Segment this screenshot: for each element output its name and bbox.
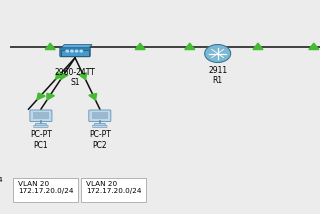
Text: 4: 4: [0, 177, 2, 183]
Polygon shape: [45, 43, 55, 50]
FancyBboxPatch shape: [95, 123, 105, 126]
Text: VLAN 20
172.17.20.0/24: VLAN 20 172.17.20.0/24: [18, 181, 73, 195]
Polygon shape: [79, 73, 87, 80]
Text: VLAN 20
172.17.20.0/24: VLAN 20 172.17.20.0/24: [86, 181, 141, 195]
FancyBboxPatch shape: [33, 112, 49, 119]
Polygon shape: [61, 45, 92, 48]
Polygon shape: [185, 43, 195, 50]
Circle shape: [71, 50, 73, 52]
Text: PC-PT
PC2: PC-PT PC2: [89, 130, 111, 150]
Polygon shape: [56, 73, 64, 79]
Circle shape: [66, 50, 68, 52]
Polygon shape: [37, 93, 45, 100]
Circle shape: [205, 45, 231, 62]
Polygon shape: [89, 94, 97, 100]
FancyBboxPatch shape: [36, 123, 46, 126]
Text: 2960-24TT
S1: 2960-24TT S1: [55, 68, 95, 88]
FancyBboxPatch shape: [92, 112, 108, 119]
Text: PC-PT
PC1: PC-PT PC1: [30, 130, 52, 150]
FancyBboxPatch shape: [30, 110, 52, 122]
Text: 2911
R1: 2911 R1: [208, 66, 227, 85]
FancyBboxPatch shape: [60, 47, 90, 57]
FancyBboxPatch shape: [13, 178, 78, 202]
FancyBboxPatch shape: [89, 110, 111, 122]
Polygon shape: [253, 43, 263, 50]
FancyBboxPatch shape: [81, 178, 146, 202]
Polygon shape: [60, 73, 68, 79]
Polygon shape: [47, 93, 54, 100]
FancyBboxPatch shape: [93, 125, 107, 128]
Polygon shape: [309, 43, 319, 50]
FancyBboxPatch shape: [34, 125, 48, 128]
Circle shape: [80, 50, 83, 52]
Polygon shape: [135, 43, 145, 50]
Circle shape: [75, 50, 78, 52]
FancyBboxPatch shape: [61, 50, 89, 56]
